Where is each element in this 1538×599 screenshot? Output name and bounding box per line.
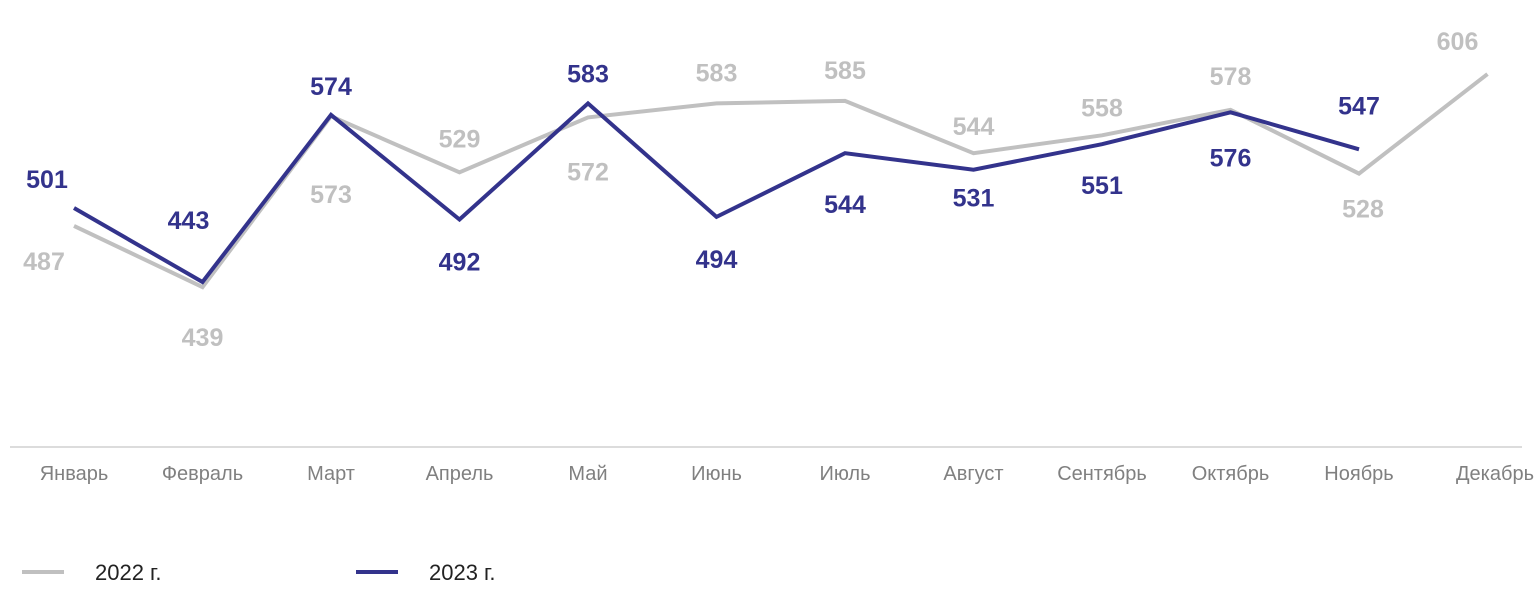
series-line-2023 (73, 100, 1360, 285)
legend-label: 2022 г. (95, 560, 162, 585)
data-label-2022: 578 (1210, 63, 1252, 91)
x-tick-label: Март (307, 463, 355, 485)
data-label-2023: 574 (310, 73, 352, 101)
data-label-2023: 443 (168, 207, 210, 235)
data-label-2023: 501 (26, 166, 68, 194)
data-label-2023: 531 (953, 185, 995, 213)
x-axis-tick-labels: Январь Февраль Март Апрель Май Июнь Июль Август… (40, 463, 1534, 485)
data-label-2022: 439 (182, 324, 224, 352)
series-lines (73, 72, 1489, 290)
data-labels: 487 439 573 529 572 583 585 544 558 578 528 606 501 4… (23, 28, 1478, 352)
x-tick-label: Июль (819, 463, 870, 485)
data-label-2022: 487 (23, 248, 65, 276)
data-label-2023: 583 (567, 60, 609, 88)
data-label-2023: 547 (1338, 92, 1380, 120)
x-tick-label: Июнь (691, 463, 742, 485)
data-label-2022: 585 (824, 57, 866, 85)
x-tick-label: Январь (40, 463, 109, 485)
data-label-2022: 544 (953, 113, 995, 141)
data-label-2023: 492 (439, 249, 481, 277)
x-tick-label: Октябрь (1192, 463, 1270, 485)
data-label-2022: 572 (567, 158, 609, 186)
x-tick-label: Сентябрь (1057, 463, 1147, 485)
data-label-2023: 544 (824, 191, 866, 219)
x-tick-label: Февраль (162, 463, 243, 485)
series-line-2022 (73, 72, 1489, 290)
x-tick-label: Август (943, 463, 1003, 485)
x-tick-label: Апрель (426, 463, 494, 485)
data-label-2022: 573 (310, 181, 352, 209)
data-label-2022: 528 (1342, 196, 1384, 224)
data-label-2023: 494 (696, 246, 738, 274)
legend-label: 2023 г. (429, 560, 496, 585)
data-label-2022: 583 (696, 59, 738, 87)
legend: 2022 г. 2023 г. (22, 560, 496, 585)
data-label-2023: 576 (1210, 144, 1252, 172)
data-label-2022: 558 (1081, 94, 1123, 122)
x-tick-label: Ноябрь (1324, 463, 1393, 485)
data-label-2022: 529 (439, 125, 481, 153)
x-tick-label: Май (568, 463, 607, 485)
data-label-2022: 606 (1437, 28, 1479, 56)
data-label-2023: 551 (1081, 172, 1123, 200)
x-tick-label: Декабрь (1456, 463, 1534, 485)
